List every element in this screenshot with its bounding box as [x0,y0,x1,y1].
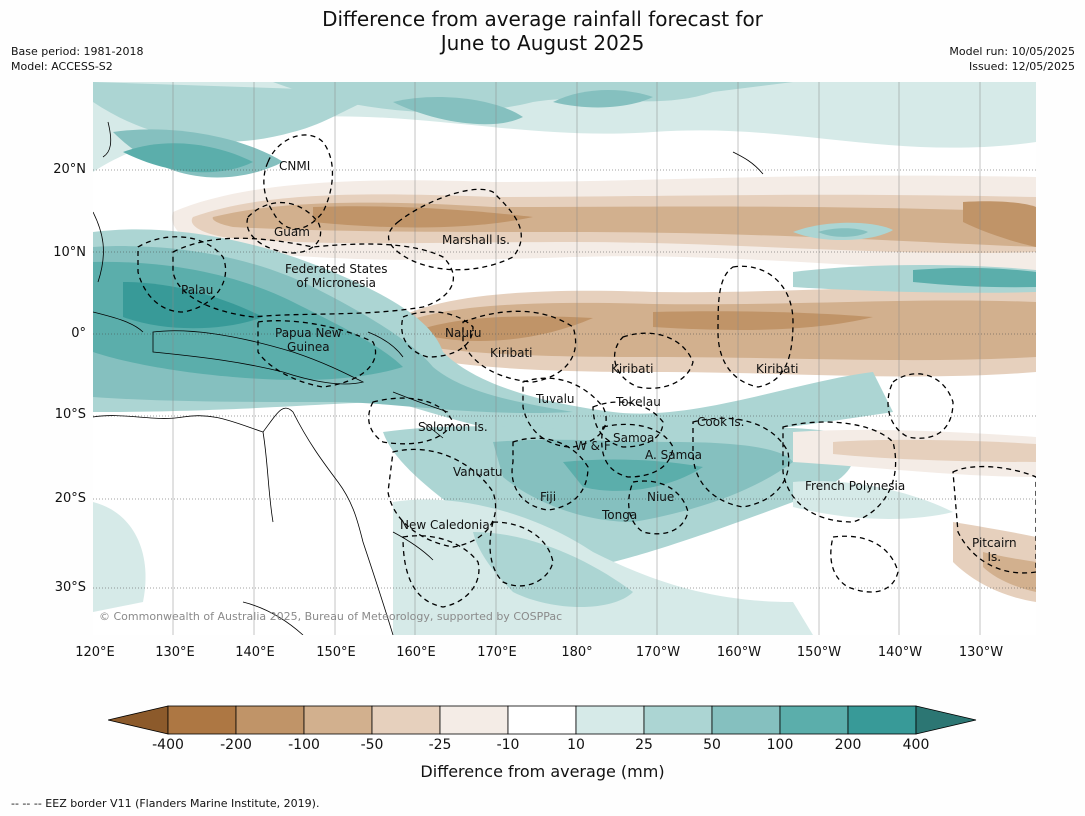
colorbar-tick-label: -50 [360,737,384,753]
place-samoa: Samoa [613,431,655,445]
lon-gridlines [172,82,981,635]
place-tonga: Tonga [602,508,638,522]
place-new-caledonia: New Caledonia [400,518,490,532]
place-pitcairn-line1: Pitcairn [972,536,1017,550]
place-fsm-line1: Federated States [285,262,388,276]
colorbar-segment [371,705,441,735]
issued-date: Issued: 12/05/2025 [968,60,1075,73]
lat-label-20s: 20°S [54,491,86,506]
colorbar-tick-label: -10 [496,737,520,753]
colorbar-segment [643,705,713,735]
colorbar-tick-label: 200 [834,737,862,753]
colorbar-extend-low [107,705,169,735]
colorbar-segment [575,705,645,735]
lon-label-140w: 140°W [877,645,923,660]
colorbar [107,705,978,739]
colorbar-segment [847,705,917,735]
colorbar-tick-label: 25 [635,737,653,753]
map-title: Difference from average rainfall forecas… [0,7,1085,55]
colorbar-label: Difference from average (mm) [420,762,665,781]
place-png-line1: Papua New [275,326,342,340]
lon-label-160w: 160°W [716,645,762,660]
lat-label-10s: 10°S [54,407,86,422]
colorbar-tick-label: 10 [567,737,585,753]
place-kiribati-2: Kiribati [611,362,654,376]
place-guam: Guam [274,225,310,239]
colorbar-tick-label: -25 [428,737,452,753]
place-kiribati-3: Kiribati [756,362,799,376]
lat-label-20n: 20°N [53,162,86,177]
lon-label-170e: 170°E [477,645,517,660]
colorbar-segment [235,705,305,735]
meta-left: Base period: 1981-2018 Model: ACCESS-S2 [11,44,143,74]
place-niue: Niue [647,490,675,504]
colorbar-extend-high [915,705,977,735]
place-fsm: Federated States of Micronesia [285,262,387,290]
eez-footnote: -- -- -- EEZ border V11 (Flanders Marine… [11,797,320,810]
place-marshall: Marshall Is. [442,233,510,247]
colorbar-segment [439,705,509,735]
colorbar-segment [779,705,849,735]
lat-label-10n: 10°N [53,245,86,260]
colorbar-segment [167,705,237,735]
place-wallis-futuna: W & F [575,439,611,453]
colorbar-tick-label: -200 [220,737,252,753]
colorbar-tick-label: -400 [152,737,184,753]
lon-label-180: 180° [561,645,593,660]
colorbar-svg [107,705,977,735]
lon-label-120e: 120°E [75,645,115,660]
place-fiji: Fiji [540,490,557,504]
place-kiribati-1: Kiribati [490,346,533,360]
lon-label-150w: 150°W [796,645,842,660]
place-nauru: Nauru [445,326,482,340]
rainfall-map [93,82,1036,635]
title-line-2: June to August 2025 [440,31,645,55]
place-tuvalu: Tuvalu [536,392,575,406]
copyright-notice: © Commonwealth of Australia 2025, Bureau… [99,610,563,623]
colorbar-segment [303,705,373,735]
lat-label-30s: 30°S [54,580,86,595]
place-png-line2: Guinea [287,340,330,354]
lon-label-140e: 140°E [235,645,275,660]
colorbar-segment [711,705,781,735]
lon-label-150e: 150°E [316,645,356,660]
model-run: Model run: 10/05/2025 [949,45,1075,58]
lat-label-0: 0° [71,326,86,341]
place-cook: Cook Is. [697,415,745,429]
place-solomon: Solomon Is. [418,420,488,434]
meta-right: Model run: 10/05/2025 Issued: 12/05/2025 [949,44,1075,74]
lon-label-130w: 130°W [958,645,1004,660]
place-pitcairn-line2: Is. [987,550,1002,564]
place-tokelau: Tokelau [616,395,661,409]
colorbar-tick-label: 400 [902,737,930,753]
place-pitcairn: Pitcairn Is. [972,536,1017,564]
model-name: Model: ACCESS-S2 [11,60,113,73]
place-palau: Palau [181,283,214,297]
place-fsm-line2: of Micronesia [296,276,377,290]
lon-label-170w: 170°W [635,645,681,660]
title-line-1: Difference from average rainfall forecas… [322,7,763,31]
coastlines [93,121,764,635]
place-png: Papua New Guinea [275,326,342,354]
place-french-polynesia: French Polynesia [805,479,906,493]
colorbar-tick-label: -100 [288,737,320,753]
place-american-samoa: A. Samoa [645,448,702,462]
colorbar-tick-label: 100 [766,737,794,753]
base-period: Base period: 1981-2018 [11,45,144,58]
place-vanuatu: Vanuatu [453,465,503,479]
lon-label-160e: 160°E [396,645,436,660]
map-canvas [93,82,1036,635]
colorbar-tick-label: 50 [703,737,721,753]
eez-borders [137,134,1036,608]
colorbar-segment [507,705,577,735]
lon-label-130e: 130°E [155,645,195,660]
lat-gridlines [93,169,1036,589]
place-cnmi: CNMI [279,159,311,173]
